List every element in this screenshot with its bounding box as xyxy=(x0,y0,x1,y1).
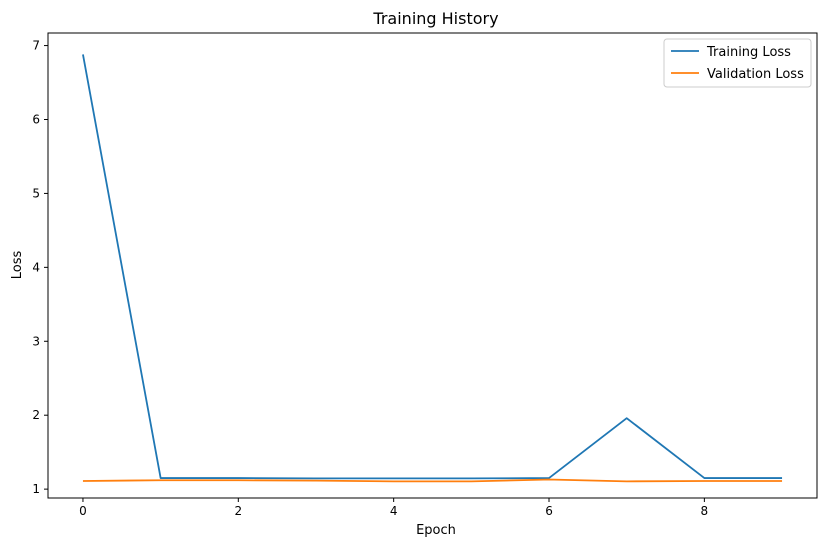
y-tick-label: 3 xyxy=(32,334,40,348)
series-line-training-loss xyxy=(82,54,783,480)
legend-label-validation-loss: Validation Loss xyxy=(707,67,804,82)
y-tick-label: 2 xyxy=(32,408,40,422)
legend-label-training-loss: Training Loss xyxy=(706,45,791,60)
y-axis-ticks: 1 2 3 4 5 6 7 xyxy=(32,39,48,496)
y-tick-label: 4 xyxy=(32,260,40,274)
plot-area-frame xyxy=(47,32,818,499)
x-tick-label: 4 xyxy=(390,504,398,518)
x-tick-label: 2 xyxy=(234,504,242,518)
series-layer xyxy=(82,54,783,483)
x-tick-label: 6 xyxy=(545,504,553,518)
legend: Training Loss Validation Loss xyxy=(663,38,812,88)
x-tick-label: 8 xyxy=(701,504,709,518)
y-tick-label: 1 xyxy=(32,482,40,496)
legend-box xyxy=(663,38,812,88)
y-tick-label: 5 xyxy=(32,186,40,200)
x-axis-ticks: 0 2 4 6 8 xyxy=(79,498,708,518)
y-tick-label: 6 xyxy=(32,112,40,126)
y-axis-label: Loss xyxy=(10,251,25,280)
x-tick-label: 0 xyxy=(79,504,87,518)
series-line-validation-loss xyxy=(82,478,783,483)
chart-title: Training History xyxy=(372,9,498,28)
y-tick-label: 7 xyxy=(32,39,40,53)
x-axis-label: Epoch xyxy=(416,523,456,538)
